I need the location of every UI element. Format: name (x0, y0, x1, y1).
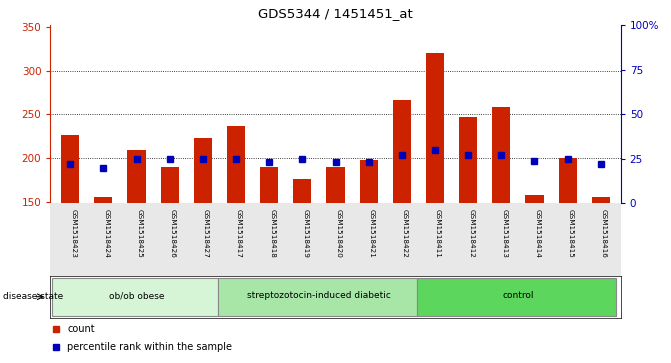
Text: GSM1518427: GSM1518427 (203, 209, 209, 258)
Bar (326, 167, 345, 203)
Bar (194, 138, 212, 203)
Bar (260, 167, 278, 203)
Text: GSM1518412: GSM1518412 (468, 209, 474, 258)
Bar (459, 117, 477, 203)
Text: GSM1518422: GSM1518422 (402, 209, 408, 258)
Bar (227, 126, 245, 203)
Text: GSM1518416: GSM1518416 (601, 209, 607, 258)
Bar (360, 160, 378, 203)
Bar (293, 179, 311, 203)
Text: GSM1518424: GSM1518424 (103, 209, 109, 258)
Bar (61, 135, 79, 203)
Text: GSM1518420: GSM1518420 (336, 209, 342, 258)
Bar (218, 278, 417, 315)
Text: streptozotocin-induced diabetic: streptozotocin-induced diabetic (247, 291, 391, 301)
Bar (426, 53, 444, 203)
Text: control: control (502, 291, 533, 301)
Text: GSM1518415: GSM1518415 (568, 209, 574, 258)
Bar (94, 197, 113, 203)
Text: GSM1518414: GSM1518414 (535, 209, 540, 258)
Text: GSM1518418: GSM1518418 (269, 209, 275, 258)
Text: GSM1518413: GSM1518413 (501, 209, 507, 258)
Text: GSM1518425: GSM1518425 (136, 209, 142, 258)
Bar (417, 278, 616, 315)
Bar (52, 278, 218, 315)
Text: disease state: disease state (3, 292, 64, 301)
Bar (160, 167, 178, 203)
Bar (127, 150, 146, 203)
Text: GDS5344 / 1451451_at: GDS5344 / 1451451_at (258, 7, 413, 20)
Bar (558, 158, 577, 203)
Text: percentile rank within the sample: percentile rank within the sample (67, 342, 232, 352)
Text: GSM1518417: GSM1518417 (236, 209, 242, 258)
Text: GSM1518421: GSM1518421 (368, 209, 374, 258)
Bar (592, 197, 610, 203)
Text: GSM1518419: GSM1518419 (303, 209, 309, 258)
Bar (525, 195, 544, 203)
Text: GSM1518411: GSM1518411 (435, 209, 441, 258)
Bar (393, 99, 411, 203)
Text: count: count (67, 323, 95, 334)
Text: ob/ob obese: ob/ob obese (109, 291, 164, 301)
Text: GSM1518426: GSM1518426 (170, 209, 176, 258)
Text: GSM1518423: GSM1518423 (70, 209, 76, 258)
Bar (493, 107, 511, 203)
